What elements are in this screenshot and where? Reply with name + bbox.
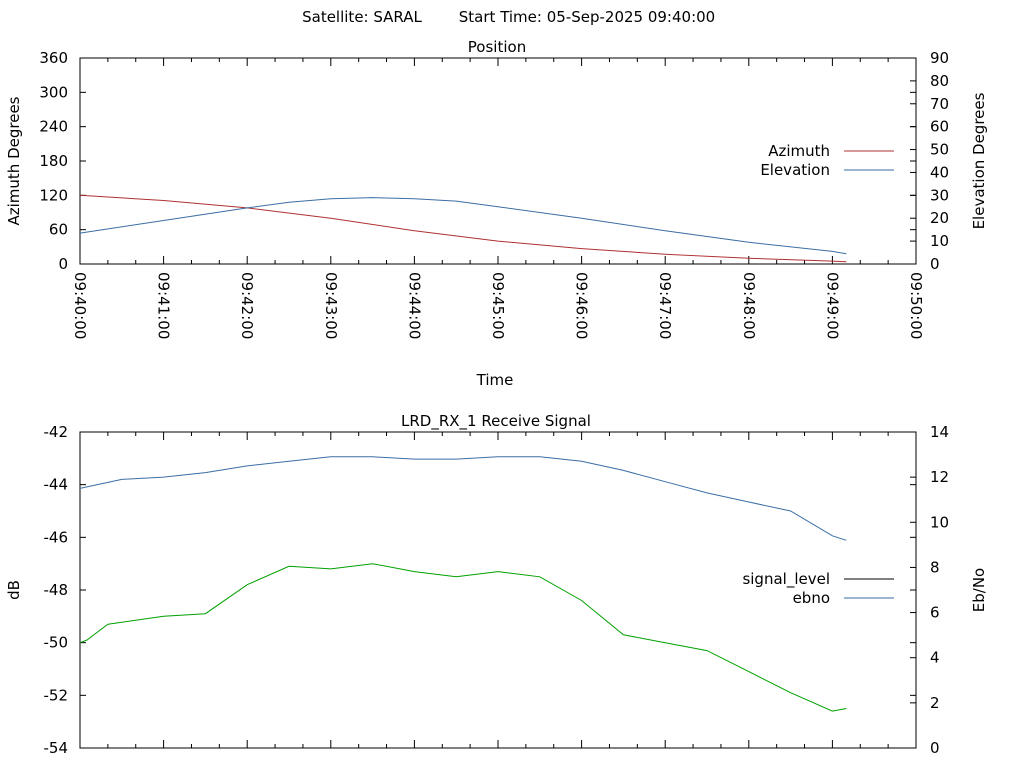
x-tick-label: 09:46:00 (573, 272, 591, 339)
y2-tick-label: 4 (930, 649, 940, 667)
y2-tick-label: 60 (930, 118, 949, 136)
y-tick-label: 60 (49, 221, 68, 239)
ebno-line (79, 456, 847, 541)
y-tick-label: -42 (44, 423, 69, 441)
y2-tick-label: 90 (930, 49, 949, 67)
receive-signal-x-ticks (79, 432, 917, 748)
y-tick-label: -48 (44, 581, 69, 599)
position-x-label: Time (476, 371, 514, 389)
x-tick-label: 09:43:00 (322, 272, 340, 339)
x-tick-label: 09:49:00 (823, 272, 841, 339)
receive-signal-legend: signal_level ebno (742, 570, 894, 607)
receive-signal-y2-label: Eb/No (970, 568, 988, 612)
y2-tick-label: 10 (930, 232, 949, 250)
satellite-label: Satellite: SARAL (302, 8, 422, 26)
azimuth-line (79, 194, 847, 263)
y2-tick-label: 20 (930, 209, 949, 227)
y2-tick-label: 70 (930, 95, 949, 113)
y-tick-label: -44 (44, 476, 69, 494)
x-tick-label: 09:47:00 (656, 272, 674, 339)
receive-signal-chart: LRD_RX_1 Receive Signal dB Eb/No -54-52-… (5, 412, 988, 757)
y-tick-label: -54 (44, 739, 69, 757)
y-tick-label: 180 (39, 152, 68, 170)
position-x-ticks: 09:40:00 09:41:00 09:42:00 09:43:00 09:44:00… (71, 58, 925, 339)
x-tick-label: 09:44:00 (405, 272, 423, 339)
position-y-ticks: 0 60 120 180 240 300 360 (39, 49, 916, 273)
y-tick-label: 0 (58, 255, 68, 273)
y2-tick-label: 0 (930, 739, 940, 757)
receive-signal-y-label: dB (5, 580, 23, 600)
legend-elevation-label: Elevation (760, 161, 830, 179)
y2-tick-label: 14 (930, 423, 949, 441)
receive-signal-title: LRD_RX_1 Receive Signal (401, 412, 591, 431)
y-tick-label: 360 (39, 49, 68, 67)
receive-signal-y2-ticks: 0 2 4 6 8 10 12 14 (910, 423, 949, 757)
y2-tick-label: 12 (930, 468, 949, 486)
y2-tick-label: 0 (930, 255, 940, 273)
start-time-label: Start Time: 05-Sep-2025 09:40:00 (459, 8, 715, 26)
y2-tick-label: 30 (930, 186, 949, 204)
x-tick-label: 09:41:00 (155, 272, 173, 339)
y2-tick-label: 50 (930, 141, 949, 159)
receive-signal-y-ticks: -54 -52 -50 -48 -46 -44 -42 (44, 423, 916, 757)
unnamed-line (79, 563, 847, 712)
y2-tick-label: 8 (930, 558, 940, 576)
position-series (79, 194, 847, 263)
y-tick-label: 240 (39, 118, 68, 136)
y-tick-label: -46 (44, 528, 69, 546)
x-tick-label: 09:48:00 (740, 272, 758, 339)
x-tick-label: 09:50:00 (907, 272, 925, 339)
receive-signal-series (79, 456, 847, 712)
position-y-label: Azimuth Degrees (5, 96, 23, 225)
y2-tick-label: 6 (930, 604, 940, 622)
x-tick-label: 09:42:00 (238, 272, 256, 339)
legend-azimuth-label: Azimuth (768, 142, 830, 160)
position-y2-ticks: 0 10 20 30 40 50 60 70 80 90 (910, 49, 949, 273)
y2-tick-label: 2 (930, 694, 940, 712)
y2-tick-label: 80 (930, 72, 949, 90)
y2-tick-label: 10 (930, 513, 949, 531)
y-tick-label: -52 (44, 686, 69, 704)
legend-ebno-label: ebno (793, 589, 830, 607)
y-tick-label: 300 (39, 83, 68, 101)
receive-signal-plot-frame (79, 431, 917, 749)
legend-signal-level-label: signal_level (742, 570, 830, 589)
position-chart: Position Azimuth Degrees Elevation Degre… (5, 38, 988, 389)
x-tick-label: 09:45:00 (489, 272, 507, 339)
y-tick-label: -50 (44, 634, 69, 652)
position-legend: Azimuth Elevation (760, 142, 894, 179)
x-tick-label: 09:40:00 (71, 272, 89, 339)
y-tick-label: 120 (39, 186, 68, 204)
elevation-line (79, 197, 847, 255)
y2-tick-label: 40 (930, 163, 949, 181)
position-y2-label: Elevation Degrees (970, 92, 988, 229)
position-title: Position (468, 38, 526, 56)
